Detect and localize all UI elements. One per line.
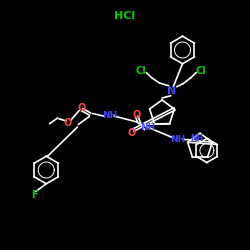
Text: NH: NH bbox=[170, 135, 185, 144]
Text: N: N bbox=[166, 86, 176, 96]
Text: O: O bbox=[77, 103, 86, 113]
Text: O: O bbox=[132, 110, 140, 120]
Text: NH: NH bbox=[140, 123, 156, 132]
Text: Cl: Cl bbox=[196, 66, 206, 76]
Text: NH: NH bbox=[190, 134, 203, 143]
Text: F: F bbox=[31, 190, 38, 200]
Text: O: O bbox=[64, 118, 72, 128]
Text: O: O bbox=[128, 128, 136, 138]
Text: Cl: Cl bbox=[136, 66, 146, 76]
Text: NH: NH bbox=[102, 111, 117, 120]
Text: HCl: HCl bbox=[114, 11, 136, 21]
